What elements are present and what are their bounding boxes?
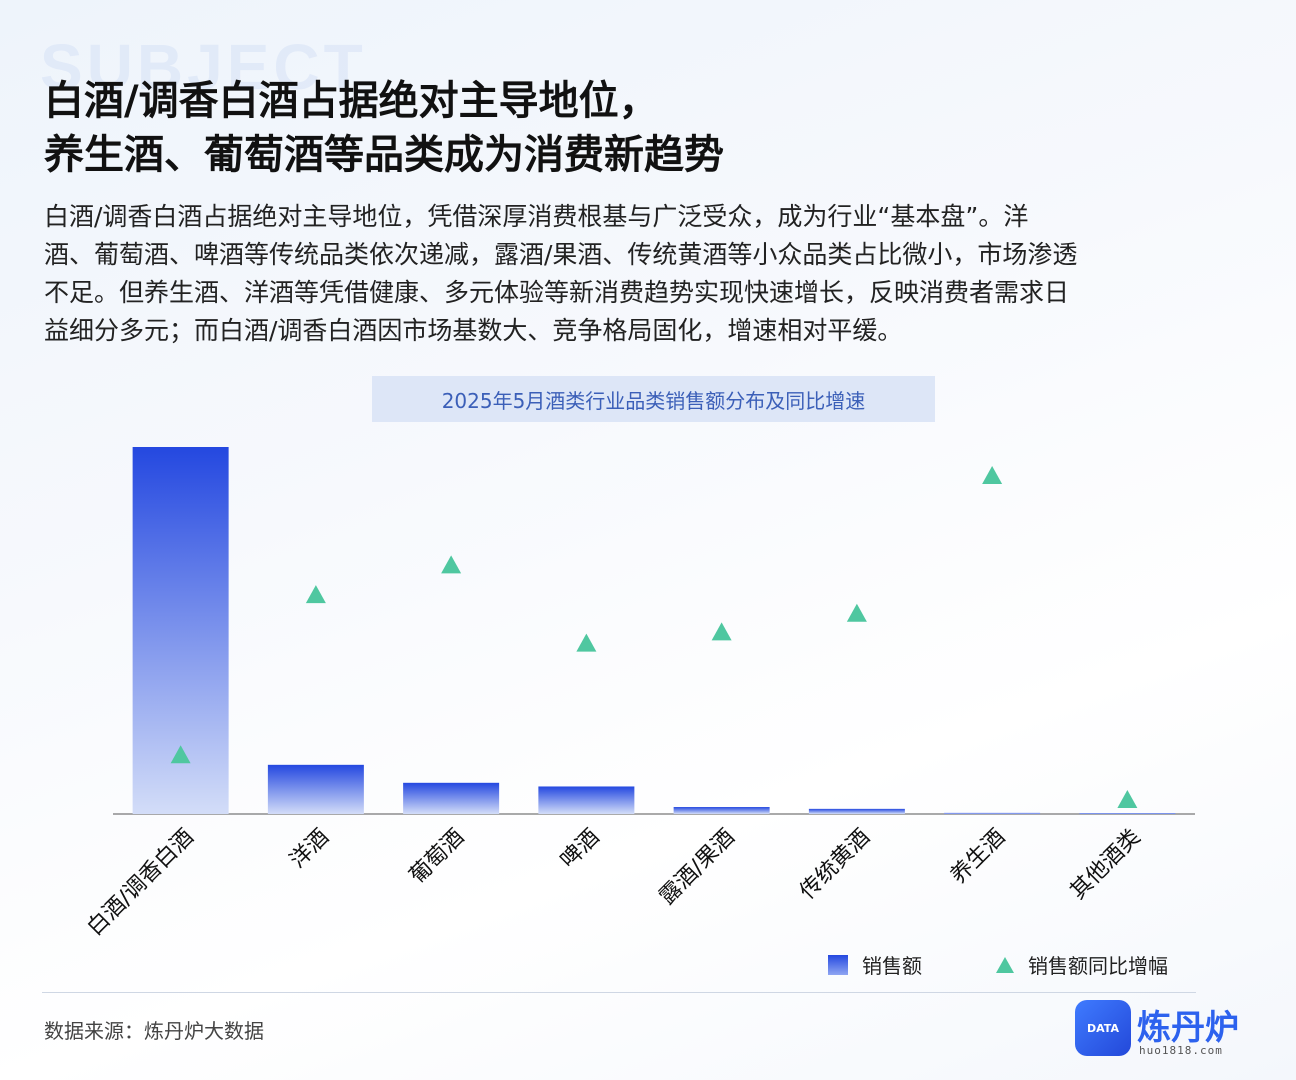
data-source: 数据来源：炼丹炉大数据 bbox=[44, 1019, 264, 1043]
x-tick-label-6: 养生酒 bbox=[946, 825, 1010, 889]
title-line-1: 白酒/调香白酒占据绝对主导地位， bbox=[44, 78, 659, 124]
x-tick-label-4: 露酒/果酒 bbox=[655, 825, 740, 910]
chart-legend: 销售额 销售额同比增幅 bbox=[0, 950, 1296, 982]
x-tick-label-0: 白酒/调香白酒 bbox=[83, 825, 199, 941]
legend-bar-swatch bbox=[828, 954, 848, 975]
growth-marker-0 bbox=[170, 745, 191, 764]
growth-marker-1 bbox=[305, 585, 326, 604]
legend-item-growth: 销售额同比增幅 bbox=[996, 950, 1168, 979]
description-paragraph: 白酒/调香白酒占据绝对主导地位，凭借深厚消费根基与广泛受众，成为行业“基本盘”。… bbox=[44, 198, 1254, 350]
bar-5 bbox=[808, 808, 905, 814]
chart-title: 2025年5月酒类行业品类销售额分布及同比增速 bbox=[372, 376, 935, 422]
x-tick-label-3: 啤酒 bbox=[556, 825, 605, 874]
bar-2 bbox=[403, 782, 500, 814]
page-title: 白酒/调香白酒占据绝对主导地位， 养生酒、葡萄酒等品类成为消费新趋势 bbox=[44, 74, 724, 182]
background-watermark-word: SUBJECT bbox=[40, 31, 367, 103]
x-tick-label-7: 其他酒类 bbox=[1066, 825, 1146, 905]
bar-1 bbox=[267, 764, 364, 814]
logo-name: 炼丹炉 bbox=[1137, 1008, 1239, 1048]
description-line-2: 酒、葡萄酒、啤酒等传统品类依次递减，露酒/果酒、传统黄酒等小众品类占比微小，市场… bbox=[44, 240, 1078, 269]
x-tick-label-2: 葡萄酒 bbox=[405, 825, 469, 889]
brand-logo: DATA 炼丹炉 huo1818.com bbox=[1075, 1000, 1260, 1064]
legend-label-growth: 销售额同比增幅 bbox=[1028, 954, 1168, 978]
x-tick-label-1: 洋酒 bbox=[285, 825, 334, 874]
growth-marker-5 bbox=[846, 603, 867, 622]
growth-marker-2 bbox=[441, 555, 462, 574]
growth-marker-7 bbox=[1117, 790, 1138, 808]
x-tick-label-5: 传统黄酒 bbox=[795, 825, 875, 905]
legend-triangle-marker bbox=[996, 956, 1014, 973]
logo-url: huo1818.com bbox=[1139, 1044, 1223, 1057]
description-line-1: 白酒/调香白酒占据绝对主导地位，凭借深厚消费根基与广泛受众，成为行业“基本盘”。… bbox=[44, 202, 1029, 231]
footer-divider bbox=[42, 992, 1196, 993]
bar-4 bbox=[673, 807, 770, 814]
legend-item-sales: 销售额 bbox=[828, 950, 922, 979]
bar-6 bbox=[944, 812, 1041, 814]
legend-label-sales: 销售额 bbox=[862, 954, 922, 978]
title-line-2: 养生酒、葡萄酒等品类成为消费新趋势 bbox=[44, 132, 724, 178]
bar-3 bbox=[538, 786, 635, 814]
growth-marker-3 bbox=[576, 633, 597, 652]
bar-7 bbox=[1079, 813, 1176, 814]
description-line-3: 不足。但养生酒、洋酒等凭借健康、多元体验等新消费趋势实现快速增长，反映消费者需求… bbox=[44, 278, 1070, 307]
growth-marker-4 bbox=[711, 622, 732, 641]
description-line-4: 益细分多元；而白酒/调香白酒因市场基数大、竞争格局固化，增速相对平缓。 bbox=[44, 316, 903, 345]
logo-icon: DATA bbox=[1075, 1000, 1131, 1056]
growth-marker-6 bbox=[982, 466, 1003, 484]
